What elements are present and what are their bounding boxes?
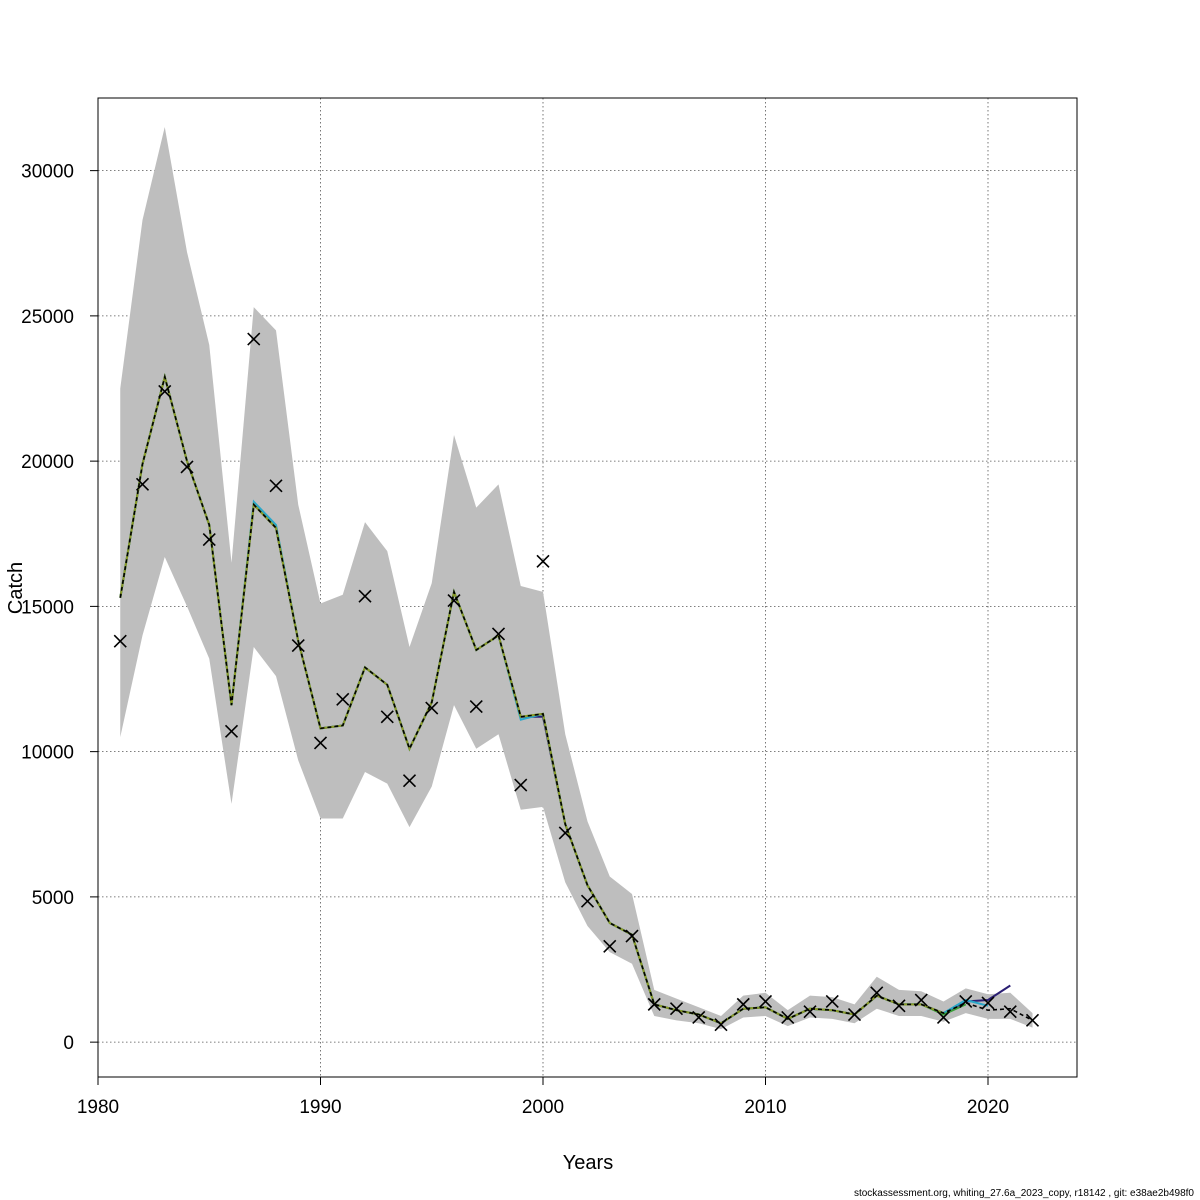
- footer-note: stockassessment.org, whiting_27.6a_2023_…: [854, 1188, 1194, 1199]
- x-tick-label-2: 2000: [522, 1097, 564, 1118]
- observed-point-1998: [491, 627, 506, 641]
- x-tick-label-3: 2010: [744, 1097, 786, 1118]
- x-tick-label-4: 2020: [967, 1097, 1009, 1118]
- observed-point-2017: [914, 993, 928, 1007]
- y-axis: 0 5000 10000 15000 20000 25000 30000: [21, 162, 99, 1054]
- observed-point-2021: [1003, 1005, 1017, 1019]
- observed-point-1981: [113, 634, 127, 648]
- observed-point-2013: [825, 994, 839, 1009]
- observed-point-2007: [692, 1010, 706, 1025]
- observed-point-1987: [247, 332, 261, 346]
- observed-point-2006: [669, 1002, 684, 1016]
- observed-point-1993: [380, 710, 394, 724]
- observed-point-1985: [202, 533, 216, 547]
- observed-point-2008: [714, 1018, 728, 1032]
- observed-point-1990: [313, 736, 328, 750]
- observed-point-2009: [736, 997, 750, 1011]
- y-tick-label-6: 30000: [21, 162, 74, 183]
- observed-point-1986: [224, 724, 239, 738]
- confidence-band-layer: [120, 127, 1033, 1030]
- x-tick-label-1: 1990: [299, 1097, 341, 1118]
- observed-point-2004: [625, 929, 639, 943]
- observed-point-1992: [358, 589, 372, 603]
- observed-point-1995: [425, 701, 439, 715]
- observed-point-2012: [803, 1005, 817, 1019]
- observed-points-layer: [113, 332, 1040, 1032]
- y-axis-title: Catch: [5, 562, 27, 614]
- y-tick-label-4: 20000: [21, 452, 74, 473]
- observed-point-1984: [180, 460, 194, 474]
- observed-point-1996: [447, 594, 461, 608]
- observed-point-2000: [536, 554, 550, 568]
- observed-point-2011: [781, 1010, 795, 1025]
- observed-point-2003: [603, 939, 617, 953]
- observed-point-2015: [870, 986, 884, 1000]
- observed-point-1983: [158, 384, 172, 398]
- observed-point-2010: [758, 994, 773, 1009]
- observed-point-2018: [936, 1010, 951, 1025]
- x-axis: 1980 1990 2000 2010 2020: [77, 1076, 1009, 1118]
- x-tick-label-0: 1980: [77, 1097, 119, 1118]
- y-tick-label-5: 25000: [21, 307, 74, 328]
- y-tick-label-2: 10000: [21, 743, 74, 764]
- observed-point-2014: [847, 1007, 862, 1022]
- observed-point-1989: [291, 639, 305, 653]
- observed-point-2001: [558, 826, 572, 840]
- observed-point-2019: [959, 994, 973, 1009]
- observed-point-1997: [469, 700, 483, 714]
- y-tick-label-0: 0: [63, 1033, 74, 1054]
- y-tick-label-1: 5000: [32, 888, 74, 909]
- x-axis-title: Years: [563, 1152, 613, 1174]
- observed-point-2002: [580, 894, 595, 908]
- observed-point-2022: [1025, 1013, 1040, 1027]
- observed-point-2005: [647, 997, 661, 1011]
- observed-point-1999: [514, 778, 528, 792]
- confidence-band: [120, 127, 1033, 1030]
- y-tick-label-3: 15000: [21, 597, 74, 618]
- observed-point-1982: [135, 477, 150, 491]
- observed-point-1988: [269, 479, 283, 493]
- observed-point-2016: [892, 999, 906, 1013]
- observed-point-2020: [981, 996, 995, 1010]
- observed-point-1991: [336, 692, 350, 706]
- observed-point-1994: [402, 774, 417, 788]
